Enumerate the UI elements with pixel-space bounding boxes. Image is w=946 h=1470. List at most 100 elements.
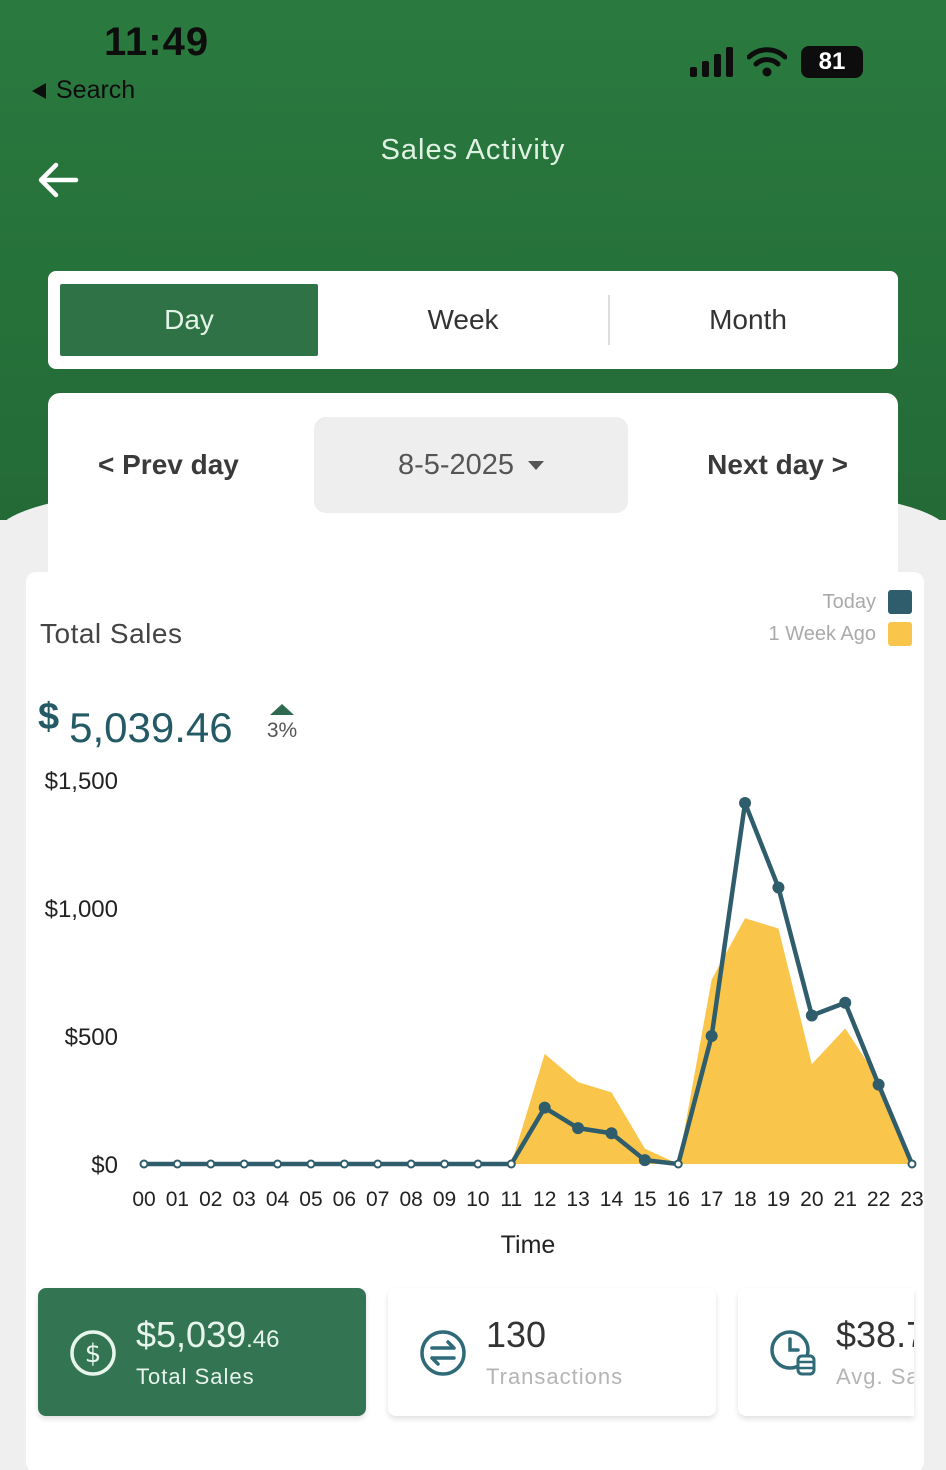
svg-text:$: $	[85, 1339, 102, 1369]
legend-swatch-today	[888, 590, 912, 614]
today-point[interactable]	[273, 1159, 283, 1169]
stat-card-transactions[interactable]: 130 Transactions	[388, 1288, 716, 1416]
today-point[interactable]	[306, 1159, 316, 1169]
cellular-signal-icon	[690, 47, 733, 77]
currency-symbol: $	[38, 696, 60, 738]
back-arrow-icon[interactable]	[36, 160, 82, 200]
today-point[interactable]	[673, 1159, 683, 1169]
x-tick-label: 13	[566, 1188, 589, 1211]
legend-label: Today	[822, 590, 876, 613]
chart-legend: Today 1 Week Ago	[769, 586, 912, 650]
today-point[interactable]	[406, 1159, 416, 1169]
amount-value: 5,039.46	[69, 704, 233, 751]
x-tick-label: 06	[333, 1188, 356, 1211]
today-point[interactable]	[705, 1030, 718, 1042]
today-point[interactable]	[373, 1159, 383, 1169]
date-picker[interactable]: 8-5-2025	[314, 417, 628, 513]
x-axis: 00 01 02 03 04 05 06 07 08 09 10 11 12 13 14 15 16 17 18 19…	[132, 1188, 923, 1211]
date-nav-card: < Prev day 8-5-2025 Next day >	[48, 393, 898, 593]
x-tick-label: 22	[867, 1188, 890, 1211]
today-point[interactable]	[907, 1159, 917, 1169]
x-tick-label: 15	[633, 1188, 656, 1211]
next-day-button[interactable]: Next day >	[707, 449, 848, 480]
legend-item-week-ago: 1 Week Ago	[769, 618, 912, 650]
stat-value: $38.7	[836, 1314, 914, 1355]
clock-coins-icon	[770, 1330, 816, 1376]
stat-card-total-sales[interactable]: $ $5,039.46 Total Sales	[38, 1288, 366, 1416]
x-tick-label: 11	[500, 1188, 522, 1211]
stat-value: $5,039.46	[136, 1314, 280, 1355]
today-point[interactable]	[739, 797, 752, 810]
today-point[interactable]	[506, 1159, 516, 1169]
caret-down-icon	[528, 460, 545, 470]
x-tick-label: 18	[733, 1188, 756, 1211]
x-tick-label: 12	[533, 1188, 556, 1211]
today-point[interactable]	[339, 1159, 349, 1169]
today-point[interactable]	[172, 1159, 182, 1169]
battery-icon: 81	[801, 46, 863, 78]
stat-label: Avg. Sale	[836, 1364, 914, 1389]
today-point[interactable]	[206, 1159, 216, 1169]
today-point[interactable]	[638, 1154, 651, 1167]
tab-week[interactable]: Week	[318, 295, 610, 345]
x-tick-label: 21	[834, 1188, 857, 1211]
legend-label: 1 Week Ago	[768, 622, 876, 645]
x-tick-label: 10	[466, 1188, 489, 1211]
total-sales-title: Total Sales	[40, 618, 183, 649]
today-point[interactable]	[872, 1078, 885, 1091]
status-back-to-search[interactable]: Search	[32, 76, 135, 105]
today-point[interactable]	[239, 1159, 249, 1169]
x-tick-label: 01	[166, 1188, 189, 1211]
sales-line-chart: $0 $500 $1,000 $1,500 00 01 02 03 04 05 06 07 08 09 1…	[45, 768, 924, 1259]
today-line	[144, 800, 915, 1167]
x-tick-label: 17	[700, 1188, 723, 1211]
today-point[interactable]	[139, 1159, 149, 1169]
x-tick-label: 23	[900, 1188, 923, 1211]
x-tick-label: 14	[600, 1188, 624, 1211]
status-back-label: Search	[56, 76, 136, 104]
status-icons: 81	[690, 44, 863, 80]
stat-label: Total Sales	[136, 1364, 255, 1389]
back-triangle-icon	[32, 83, 46, 100]
selected-date: 8-5-2025	[397, 448, 515, 481]
stat-value: 130	[486, 1314, 547, 1355]
today-point[interactable]	[440, 1159, 450, 1169]
x-tick-label: 02	[199, 1188, 222, 1211]
x-tick-label: 20	[800, 1188, 823, 1211]
y-tick-label: $0	[91, 1152, 118, 1179]
x-tick-label: 08	[399, 1188, 422, 1211]
arrow-up-icon	[270, 704, 294, 715]
stat-card-avg-sale[interactable]: $38.7 Avg. Sale	[738, 1288, 914, 1416]
wifi-icon	[747, 47, 787, 77]
status-time: 11:49	[104, 20, 210, 64]
x-tick-label: 19	[767, 1188, 790, 1211]
legend-item-today: Today	[769, 586, 912, 618]
page-title: Sales Activity	[380, 134, 566, 166]
change-indicator: 3%	[262, 704, 302, 743]
change-percent: 3%	[266, 719, 298, 742]
x-tick-label: 03	[232, 1188, 255, 1211]
y-tick-label: $1,500	[45, 768, 118, 795]
x-tick-label: 04	[266, 1188, 290, 1211]
tab-month[interactable]: Month	[709, 304, 787, 335]
x-tick-label: 07	[366, 1188, 389, 1211]
prev-day-button[interactable]: < Prev day	[98, 449, 239, 480]
stat-label: Transactions	[486, 1364, 624, 1389]
tab-day[interactable]: Day	[60, 284, 318, 356]
exchange-icon	[420, 1330, 466, 1376]
x-tick-label: 05	[299, 1188, 322, 1211]
y-tick-label: $1,000	[45, 896, 118, 923]
period-tabs: Day Week Month	[48, 271, 898, 369]
today-point[interactable]	[805, 1009, 818, 1022]
today-point[interactable]	[605, 1127, 618, 1140]
today-point[interactable]	[839, 996, 852, 1009]
legend-swatch-week-ago	[888, 622, 912, 646]
y-tick-label: $500	[65, 1024, 118, 1051]
today-line-layer	[139, 797, 917, 1169]
today-point[interactable]	[772, 881, 785, 894]
today-point[interactable]	[473, 1159, 483, 1169]
x-tick-label: 00	[132, 1188, 155, 1211]
today-point[interactable]	[538, 1101, 551, 1114]
x-tick-label: 09	[433, 1188, 456, 1211]
today-point[interactable]	[572, 1122, 585, 1135]
